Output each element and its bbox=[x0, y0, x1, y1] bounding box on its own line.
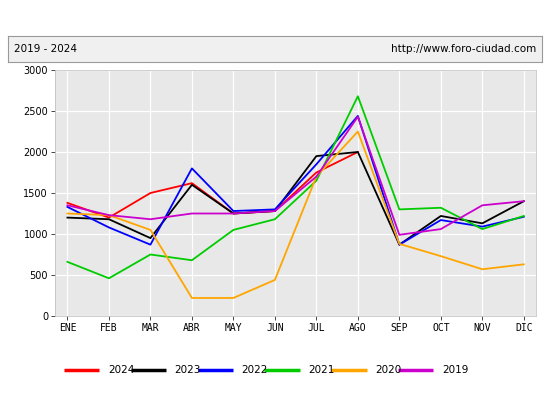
Text: 2019 - 2024: 2019 - 2024 bbox=[14, 44, 76, 54]
Text: 2020: 2020 bbox=[375, 365, 402, 375]
Text: Evolucion Nº Turistas Nacionales en el municipio de Caminomorisco: Evolucion Nº Turistas Nacionales en el m… bbox=[51, 10, 499, 24]
Text: 2023: 2023 bbox=[175, 365, 201, 375]
Text: 2022: 2022 bbox=[241, 365, 268, 375]
Text: 2024: 2024 bbox=[108, 365, 134, 375]
Text: 2019: 2019 bbox=[442, 365, 469, 375]
Text: 2021: 2021 bbox=[309, 365, 335, 375]
Text: http://www.foro-ciudad.com: http://www.foro-ciudad.com bbox=[391, 44, 536, 54]
